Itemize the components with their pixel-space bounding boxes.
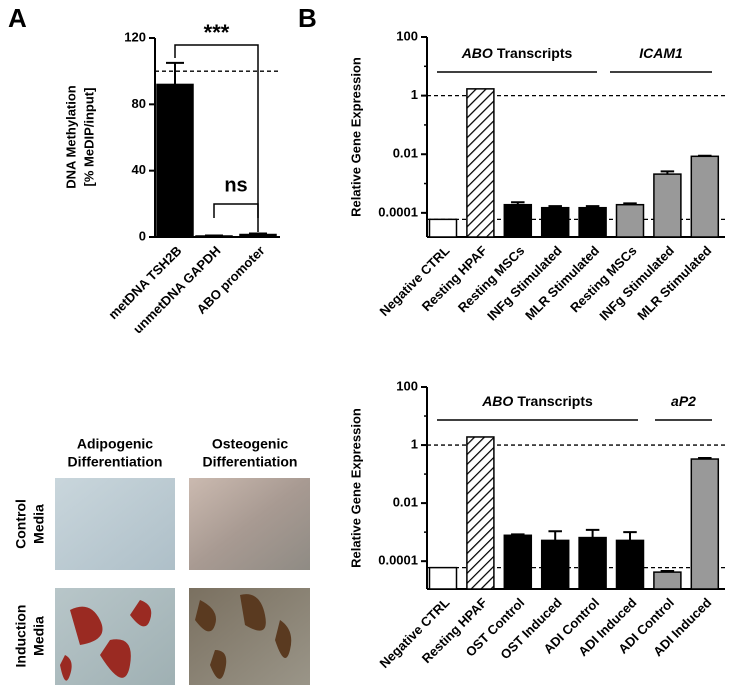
error-bar [623, 531, 637, 541]
error-bar [660, 170, 675, 175]
micrographs [55, 478, 310, 685]
bar [615, 203, 645, 238]
group-label: ABO Transcripts [461, 45, 573, 61]
y-tick-label: 1 [411, 87, 418, 102]
significance-bracket [213, 203, 259, 218]
y-axis-label: DNA Methylation [63, 85, 78, 189]
bar [466, 88, 495, 238]
y-axis-label: Relative Gene Expression [348, 408, 363, 568]
row-label: Media [31, 504, 47, 544]
row-label: Control [13, 499, 29, 549]
bar [239, 233, 277, 238]
significance-bracket [174, 44, 259, 232]
panel-letter: A [8, 3, 27, 33]
bar [653, 173, 682, 238]
bar [156, 83, 194, 238]
group-gene: aP2 [671, 393, 696, 409]
error-bar [548, 530, 562, 541]
group-text: Transcripts [517, 393, 593, 409]
bar [428, 566, 458, 590]
group-gene: ICAM1 [639, 45, 683, 61]
column-label: Differentiation [68, 454, 163, 470]
bar [466, 436, 495, 590]
bar [653, 571, 682, 590]
column-label: Adipogenic [77, 436, 153, 452]
stained-cells [195, 594, 292, 679]
bar [503, 203, 533, 238]
group-label: aP2 [671, 393, 696, 409]
error-bar [585, 205, 600, 208]
x-tick-label: Resting MSCs [567, 243, 639, 315]
stained-cells [60, 600, 152, 681]
group-label: ICAM1 [639, 45, 683, 61]
error-bar [166, 61, 184, 85]
y-tick-label: 40 [132, 162, 146, 177]
bar [690, 458, 720, 590]
bar [578, 206, 607, 238]
bar [540, 539, 570, 590]
y-tick-label: 120 [124, 29, 146, 44]
y-tick-label: 1 [411, 436, 418, 451]
y-tick-label: 100 [396, 28, 418, 43]
x-tick-label: Resting MSCs [455, 243, 527, 315]
significance-label: ns [224, 174, 247, 196]
x-tick-label: Resting HPAF [419, 595, 490, 666]
group-text: Transcripts [497, 45, 573, 61]
y-tick-label: 0.0001 [378, 553, 418, 568]
micrograph [189, 478, 310, 570]
significance-label: *** [204, 20, 230, 45]
error-bar [548, 205, 562, 208]
y-tick-label: 100 [396, 378, 418, 393]
micrograph [55, 478, 175, 570]
y-axis-label: Relative Gene Expression [348, 57, 363, 217]
error-bar [660, 569, 675, 573]
bar [615, 539, 645, 590]
column-label: Osteogenic [212, 436, 288, 452]
y-tick-label: 0.01 [393, 495, 418, 510]
error-bar [511, 533, 525, 536]
error-bar [698, 154, 712, 157]
row-label: Media [31, 616, 47, 656]
row-label: Induction [13, 605, 29, 668]
bar [690, 155, 720, 238]
y-tick-label: 0.01 [393, 146, 418, 161]
error-bar [585, 528, 600, 538]
error-bar [249, 232, 267, 235]
column-label: Differentiation [203, 454, 298, 470]
y-tick-label: 0.0001 [378, 204, 418, 219]
y-tick-label: 80 [132, 96, 146, 111]
panel-letter: B [298, 3, 317, 33]
group-gene: ABO [481, 393, 513, 409]
bar [578, 536, 607, 590]
bar [540, 206, 570, 238]
bar [503, 534, 533, 590]
group-label: ABO Transcripts [481, 393, 593, 409]
error-bar [698, 456, 712, 460]
error-bar [623, 202, 637, 205]
y-tick-label: 0 [139, 228, 146, 243]
y-axis-label: [% MeDIP/input] [81, 88, 96, 187]
x-tick-label: Resting HPAF [419, 243, 490, 314]
error-bar [511, 201, 525, 205]
group-gene: ABO [461, 45, 493, 61]
bar [428, 218, 458, 238]
